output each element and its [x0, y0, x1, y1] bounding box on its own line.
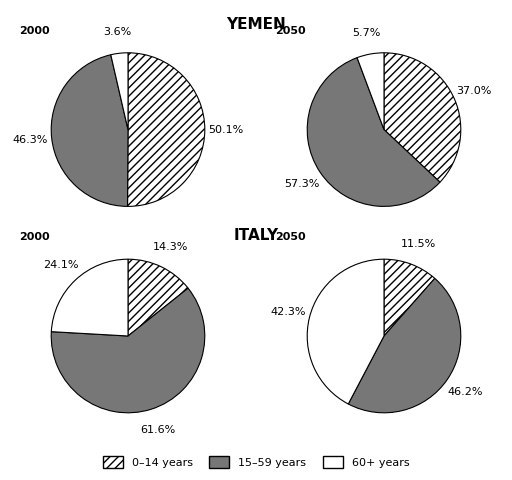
Wedge shape [128, 259, 188, 336]
Wedge shape [127, 53, 205, 206]
Text: 5.7%: 5.7% [352, 28, 381, 38]
Text: 46.2%: 46.2% [447, 387, 483, 397]
Text: 2000: 2000 [19, 26, 50, 36]
Wedge shape [307, 58, 440, 206]
Text: 57.3%: 57.3% [285, 179, 320, 189]
Wedge shape [357, 53, 384, 130]
Wedge shape [384, 53, 461, 182]
Wedge shape [51, 55, 128, 206]
Text: YEMEN: YEMEN [226, 17, 286, 32]
Text: 14.3%: 14.3% [153, 242, 188, 252]
Text: 11.5%: 11.5% [401, 239, 436, 249]
Text: 37.0%: 37.0% [457, 85, 492, 96]
Text: 2000: 2000 [19, 232, 50, 242]
Wedge shape [111, 53, 128, 130]
Wedge shape [348, 278, 461, 413]
Text: 2050: 2050 [275, 26, 306, 36]
Text: 50.1%: 50.1% [209, 125, 244, 135]
Text: ITALY: ITALY [233, 228, 279, 243]
Wedge shape [51, 288, 205, 413]
Wedge shape [307, 259, 384, 404]
Text: 46.3%: 46.3% [13, 135, 48, 145]
Text: 3.6%: 3.6% [103, 27, 131, 37]
Wedge shape [384, 259, 435, 336]
Text: 24.1%: 24.1% [42, 260, 78, 270]
Text: 2050: 2050 [275, 232, 306, 242]
Text: 61.6%: 61.6% [140, 425, 176, 435]
Text: 42.3%: 42.3% [271, 308, 306, 317]
Legend: 0–14 years, 15–59 years, 60+ years: 0–14 years, 15–59 years, 60+ years [98, 452, 414, 472]
Wedge shape [51, 259, 128, 336]
